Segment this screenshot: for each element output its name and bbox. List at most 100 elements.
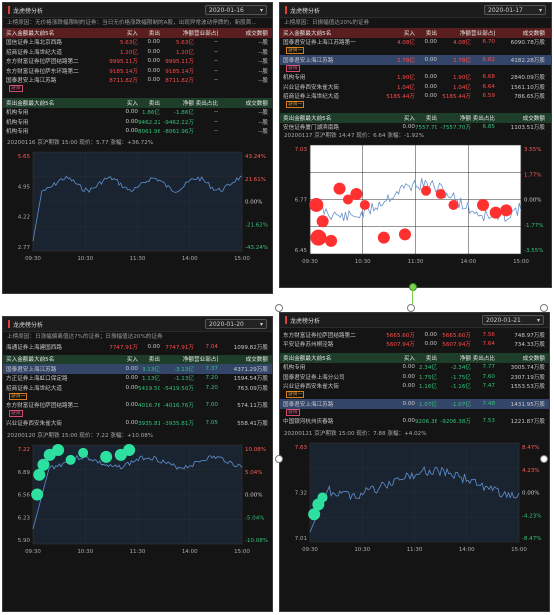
y-tick-label-right: 5.04% <box>245 469 262 475</box>
buy-amount: 0.00 <box>402 124 415 131</box>
table-row[interactable]: 国信证券上海北京西路 5.63亿 0.00 5.63亿 -- --股 <box>3 38 272 48</box>
column-header: 营业部占比 <box>194 30 218 37</box>
table-row[interactable]: 兴业证券西安朱雀大街 1.04亿 0.00 1.04亿 6.64 1561.10万股 <box>280 82 551 92</box>
column-header: 卖出 <box>148 30 160 37</box>
trader-tag: 游资一 <box>9 392 28 400</box>
resize-handle[interactable] <box>407 304 415 312</box>
volume: --股 <box>258 129 268 136</box>
column-header: 净额 <box>459 30 471 37</box>
ratio: 7.77 <box>482 364 495 371</box>
table-row[interactable]: 招商证券上海世纪大道 1.20亿 0.00 1.20亿 -- --股 <box>3 47 272 57</box>
table-row[interactable]: 平安证券苏州桐泾路 5607.94万 0.00 5607.94万 7.64 734.33万… <box>280 340 549 350</box>
table-row[interactable]: 方正证券上海虹口保定路 0.00 1.13亿 -1.13亿 7.20 1594.54万股 <box>3 374 272 384</box>
chart-info: 20200121 京沪期铁 15:00 现价：7.88 涨幅：+4.02% <box>284 431 427 437</box>
panel-title-bar: 龙虎榜分析 2020-01-21 ▾ <box>280 313 549 328</box>
volume: 6090.78万股 <box>510 40 545 47</box>
branch-name: 国泰君安上海江苏路 <box>6 366 57 373</box>
column-header: 卖出 <box>425 30 437 37</box>
title-marker <box>8 6 10 14</box>
x-tick-label: 10:30 <box>77 549 93 555</box>
table-row[interactable]: 国泰君安证券上海分公司 0.00 1.75亿 -1.75亿 7.60 2307.19万股 <box>280 372 549 382</box>
table-row[interactable]: 海通证券上海建国西路 7747.91万 0.00 7747.91万 7.04 1… <box>3 342 272 352</box>
sell-amount: 3.13亿 <box>141 366 160 373</box>
listing-reason: 上榜原因：日涨幅偏离值达7%的证券；日振幅值达20%的证券 <box>7 334 163 340</box>
y-tick-label: 5.65 <box>18 154 31 160</box>
buy-amount: 0.00 <box>402 364 415 371</box>
resize-handle[interactable] <box>540 304 548 312</box>
sell-amount: 0.00 <box>147 58 160 65</box>
y-tick-label: 6.89 <box>18 469 31 475</box>
y-tick-label-right: -3.55% <box>524 248 543 254</box>
branch-name: 东方财富证券拉萨东环路第二 <box>6 68 79 75</box>
resize-handle[interactable] <box>275 304 283 312</box>
table-row[interactable]: 国泰君安上海江苏路 2.78亿 0.00 2.78亿 6.82 4182.28万股 <box>280 55 551 65</box>
column-header: 成交数额 <box>245 100 268 107</box>
net-amount: -3935.81万 <box>163 420 194 427</box>
column-header: 成交数额 <box>522 115 545 122</box>
branch-name: 国泰君安上海江苏路 <box>283 57 334 64</box>
y-tick-label-right: 8.47% <box>522 445 539 451</box>
sell-amount: 1.75亿 <box>418 374 437 381</box>
table-row[interactable]: 兴业证券西安朱雀大街 0.00 1.16亿 -1.16亿 7.47 1553.53万股 <box>280 382 549 392</box>
chevron-down-icon: ▾ <box>538 6 542 14</box>
tag-row: 游资 <box>280 408 549 417</box>
branch-name: 国泰君安证券上海江苏路第一 <box>283 40 356 47</box>
column-header: 营业部占比 <box>194 357 218 364</box>
date-picker[interactable]: 2020-01-21 ▾ <box>482 315 544 325</box>
trade-marker <box>325 234 338 247</box>
volume: 1561.10万股 <box>510 84 545 91</box>
sell-amount: 2.34亿 <box>418 365 437 372</box>
resize-handle[interactable] <box>275 455 283 463</box>
table-header: 买入金额最大前5名 买入 卖出 净额营业部占比 成交数额 <box>280 28 551 38</box>
net-amount: 4.08亿 <box>452 40 471 47</box>
sell-amount: 0.00 <box>147 39 160 46</box>
branch-name: 兴业证券西安朱雀大街 <box>283 384 339 391</box>
trade-marker <box>448 199 459 210</box>
table-row[interactable]: 东方财富证券拉萨团结路第二 5665.60万 0.00 5665.60万 7.56 748… <box>280 330 549 340</box>
volume: 2307.19万股 <box>510 374 545 381</box>
date-picker[interactable]: 2020-01-17 ▾ <box>484 5 546 15</box>
table-row[interactable]: 机构专用 0.00 1.86亿 -1.86亿 -- --股 <box>3 108 272 118</box>
column-header: 成交数额 <box>522 30 545 37</box>
net-amount: 5665.60万 <box>442 332 471 339</box>
x-tick-label: 11:30 <box>408 259 424 265</box>
rotate-handle[interactable] <box>409 283 417 291</box>
resize-handle[interactable] <box>540 455 548 463</box>
date-picker[interactable]: 2020-01-16 ▾ <box>205 5 267 15</box>
table-row[interactable]: 机构专用 1.90亿 0.00 1.90亿 6.68 2840.09万股 <box>280 73 551 83</box>
column-header: 买入 <box>126 100 138 107</box>
volume: 4371.29万股 <box>233 366 268 373</box>
sell-amount: 0.00 <box>424 74 437 81</box>
trade-marker <box>477 198 490 211</box>
volume: --股 <box>258 78 268 85</box>
table-row[interactable]: 国泰君安上海江苏路 8711.82万 0.00 8711.82万 -- --股 <box>3 76 272 86</box>
table-row[interactable]: 机构专用 0.00 2.34亿 -2.34亿 7.77 3005.74万股 <box>280 363 549 373</box>
table-row[interactable]: 东方财富证券拉萨东环路第二 9185.14万 0.00 9185.14万 -- --股 <box>3 66 272 76</box>
trader-tag: 游资一 <box>286 47 305 54</box>
trade-marker <box>350 188 363 201</box>
table-row[interactable]: 国泰君安上海江苏路 0.00 1.07亿 -1.07亿 7.48 1431.95万股 <box>280 399 549 409</box>
column-header: 卖出占比 <box>472 355 495 362</box>
date-picker[interactable]: 2020-01-20 ▾ <box>205 319 267 329</box>
table-row[interactable]: 国泰君安上海江苏路 0.00 3.13亿 -3.13亿 7.37 4371.29万股 <box>3 364 272 374</box>
sell-amount: 1.16亿 <box>418 384 437 391</box>
y-tick-label: 5.90 <box>18 538 31 544</box>
y-tick-label-right: 10.08% <box>245 447 266 453</box>
table-row[interactable]: 招商证券上海世纪大道 5185.44万 0.00 5185.44万 6.59 786.65… <box>280 92 551 102</box>
branch-name: 国泰君安上海江苏路 <box>283 401 334 408</box>
panel-title-bar: 龙虎榜分析 2020-01-16 ▾ <box>3 3 272 18</box>
volume: 4182.28万股 <box>510 57 545 64</box>
table-row[interactable]: 东方财富证券拉萨团结路第二 9995.11万 0.00 9995.11万 -- --股 <box>3 57 272 67</box>
table-row[interactable]: 国泰君安证券上海江苏路第一 4.08亿 0.00 4.08亿 6.70 6090.78万股 <box>280 38 551 48</box>
ratio: 7.37 <box>205 365 218 372</box>
branch-name: 中国银河杭州庆春路 <box>283 419 334 426</box>
y-tick-label: 6.77 <box>295 198 308 204</box>
